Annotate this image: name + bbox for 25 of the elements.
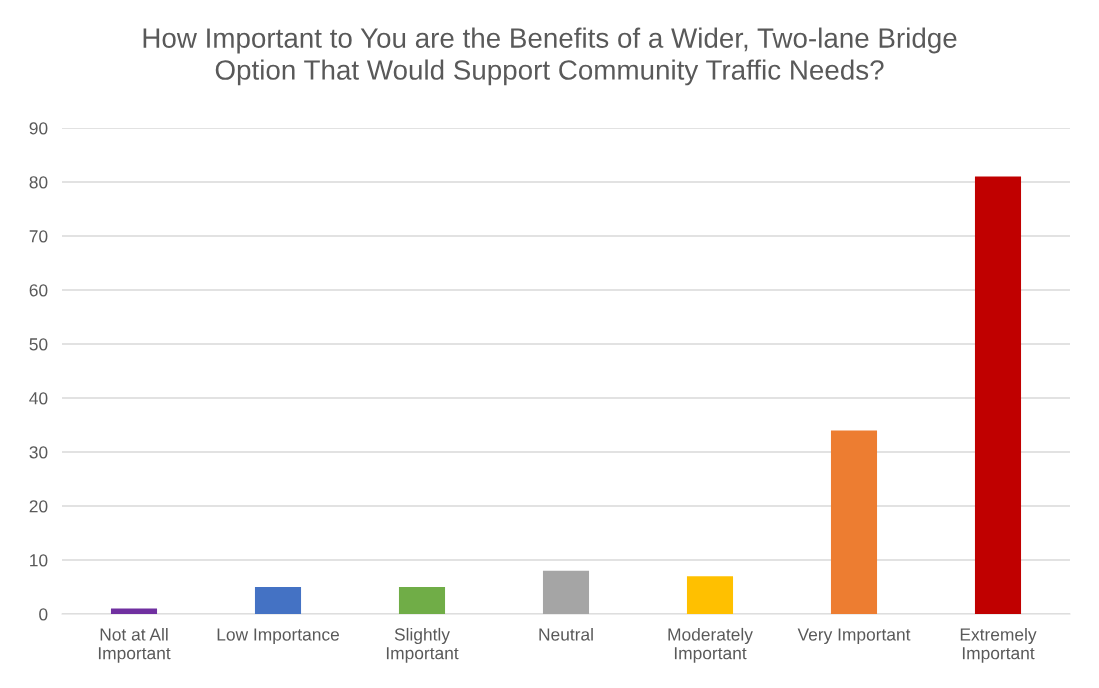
chart-title: How Important to You are the Benefits of a Wider, Two-lane Bridge Option That Would Support Community Traffic Needs? (143, 27, 957, 86)
x-tick-label: Not at All Important (98, 627, 171, 663)
x-tick-label: Low Importance (217, 628, 339, 645)
y-tick-label: 20 (29, 500, 48, 513)
y-tick-label: 10 (30, 554, 48, 567)
y-tick-label: 90 (29, 122, 48, 135)
x-tick-label: Very Important (797, 628, 911, 645)
bar (398, 587, 446, 614)
bar (542, 570, 590, 614)
y-tick-label: 30 (29, 446, 48, 459)
x-tick-label: Extremely Important (960, 627, 1037, 663)
x-tick-label: Moderately Important (668, 627, 753, 663)
x-tick-label: Slightly Important (386, 627, 459, 663)
bar (830, 430, 878, 614)
y-tick-label: 80 (29, 176, 48, 189)
bar (254, 587, 302, 614)
bar (110, 608, 158, 614)
y-tick-label: 70 (29, 230, 48, 243)
y-tick-label: 40 (29, 392, 48, 405)
bar (974, 176, 1022, 614)
y-tick-label: 50 (29, 338, 48, 351)
y-tick-label: 0 (39, 608, 48, 621)
x-tick-label: Neutral (539, 627, 593, 641)
bar (686, 576, 734, 614)
y-tick-label: 60 (29, 284, 48, 297)
